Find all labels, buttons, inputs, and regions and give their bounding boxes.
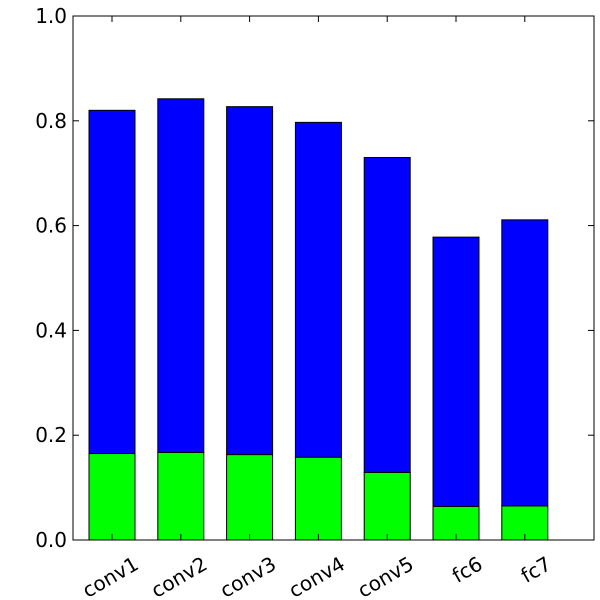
bars-group [88, 98, 549, 541]
y-axis: 0.0 0.2 0.4 0.6 0.8 1.0 [35, 4, 594, 552]
x-tick-label-conv1: conv1 [78, 552, 142, 600]
x-tick-label-fc7: fc7 [517, 552, 556, 588]
plot-frame [72, 15, 595, 541]
y-tick-label: 0.4 [35, 318, 67, 342]
x-tick-label-conv2: conv2 [147, 552, 211, 600]
x-tick-label-conv3: conv3 [216, 552, 280, 600]
bar-fc6-segment-1 [432, 236, 480, 507]
x-tick-label-fc6: fc6 [448, 552, 487, 588]
x-tick-label-conv5: conv5 [353, 552, 417, 600]
bar-conv2-segment-0 [157, 451, 205, 541]
bar-conv5-segment-1 [363, 156, 411, 473]
bar-conv3-segment-1 [226, 106, 274, 456]
y-tick-label: 0.6 [35, 214, 67, 238]
bar-conv3-segment-0 [226, 454, 274, 541]
y-tick-label: 1.0 [35, 4, 67, 28]
bar-conv5-segment-0 [363, 471, 411, 541]
bar-conv4-segment-0 [294, 456, 342, 541]
bar-conv2-segment-1 [157, 98, 205, 453]
bar-fc7-segment-1 [501, 219, 549, 507]
bar-conv4-segment-1 [294, 121, 342, 458]
y-tick-label: 0.0 [35, 528, 67, 552]
bar-conv1-segment-0 [88, 453, 136, 541]
y-tick-label: 0.2 [35, 423, 67, 447]
y-tick-label: 0.8 [35, 109, 67, 133]
x-tick-label-conv4: conv4 [285, 552, 349, 600]
bar-conv1-segment-1 [88, 109, 136, 455]
